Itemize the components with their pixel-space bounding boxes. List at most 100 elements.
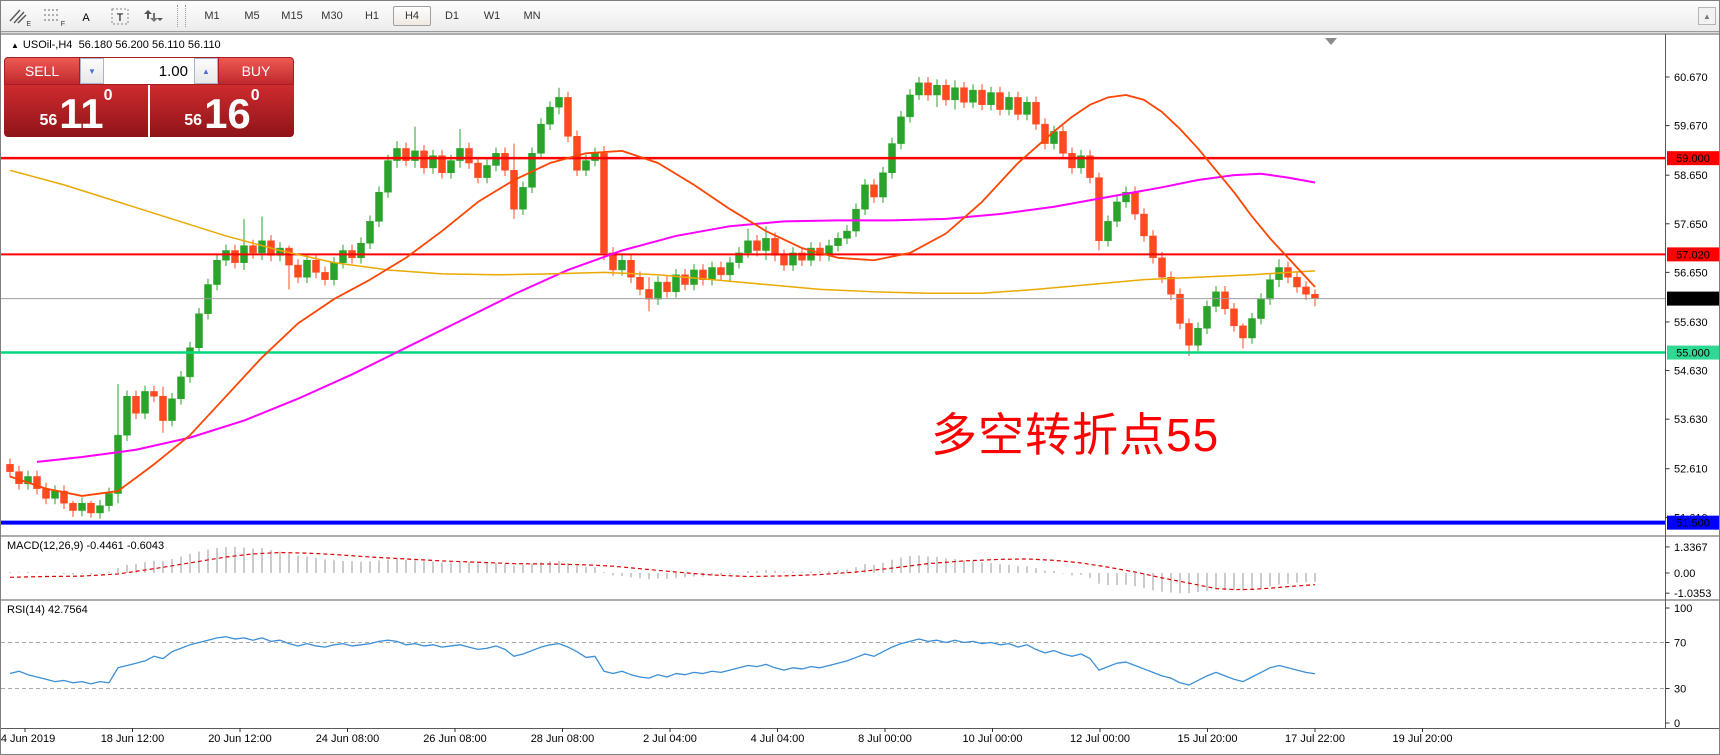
svg-text:28 Jun 08:00: 28 Jun 08:00 xyxy=(531,733,595,745)
scroll-up-button[interactable]: ▲ xyxy=(1698,7,1716,25)
candle xyxy=(1023,102,1031,115)
svg-text:52.610: 52.610 xyxy=(1674,464,1708,476)
candle xyxy=(195,313,203,348)
volume-input[interactable]: 1.00 xyxy=(158,62,188,80)
symbol-info-bar[interactable]: ▲ USOil-,H4 56.180 56.200 56.110 56.110 xyxy=(11,39,221,51)
candle xyxy=(843,230,851,239)
svg-text:55.000: 55.000 xyxy=(1676,348,1710,360)
rsi-panel[interactable]: 100 70 30 0 xyxy=(1,603,1692,730)
candle xyxy=(1302,286,1310,295)
candle xyxy=(564,97,572,137)
buy-button[interactable]: BUY xyxy=(218,57,294,85)
svg-text:30: 30 xyxy=(1674,684,1686,696)
candle xyxy=(1122,191,1130,203)
candle xyxy=(1257,298,1265,319)
time-axis[interactable]: 14 Jun 2019 18 Jun 12:00 20 Jun 12:00 24 Ju… xyxy=(1,728,1452,745)
candle xyxy=(1239,325,1247,339)
svg-text:0: 0 xyxy=(1674,718,1680,730)
candle xyxy=(906,94,914,118)
candle xyxy=(402,148,410,161)
candle xyxy=(1086,155,1094,178)
fibonacci-icon[interactable]: F xyxy=(44,9,65,28)
bid-price-panel[interactable]: 56 11 0 xyxy=(4,85,148,137)
candle xyxy=(1113,201,1121,222)
timeframe-m5-button[interactable]: M5 xyxy=(244,10,260,22)
candle xyxy=(645,289,653,300)
candle xyxy=(636,276,644,290)
candle xyxy=(1311,293,1319,299)
candle xyxy=(933,85,941,96)
timeframe-h4-button[interactable]: H4 xyxy=(393,6,431,26)
svg-text:57.020: 57.020 xyxy=(1676,249,1710,261)
ask-price-sup: 0 xyxy=(250,87,260,104)
candle xyxy=(879,172,887,198)
sell-button[interactable]: SELL xyxy=(4,57,80,85)
candle xyxy=(762,238,770,251)
candle xyxy=(744,240,752,254)
candle xyxy=(1140,213,1148,237)
rsi-line xyxy=(9,636,1316,686)
candle xyxy=(996,92,1004,110)
candle xyxy=(1104,221,1112,242)
svg-text:14 Jun 2019: 14 Jun 2019 xyxy=(1,733,55,745)
candle xyxy=(708,267,716,280)
macd-panel[interactable]: 1.3367 0.00 -1.0353 xyxy=(9,542,1711,600)
candle xyxy=(699,269,707,280)
timeframe-h1-button[interactable]: H1 xyxy=(364,10,380,22)
panel-borders xyxy=(1,31,1719,729)
timeframe-m1-button[interactable]: M1 xyxy=(204,10,220,22)
candle xyxy=(384,160,392,193)
candle xyxy=(717,267,725,276)
draw-channels-icon[interactable]: E xyxy=(3,3,33,29)
svg-text:18 Jun 12:00: 18 Jun 12:00 xyxy=(101,733,165,745)
candle xyxy=(1095,177,1103,242)
timeframe-m15-button[interactable]: M15 xyxy=(281,10,303,22)
toolbar-separator xyxy=(177,5,186,27)
horizontal-levels[interactable]: 59.000 57.020 56.110 55.000 51.500 xyxy=(1,151,1719,530)
ask-price-panel[interactable]: 56 16 0 xyxy=(150,85,294,137)
candle xyxy=(753,240,761,251)
candle xyxy=(1176,293,1184,324)
candle xyxy=(1221,291,1229,310)
timeframe-m30-button[interactable]: M30 xyxy=(321,10,343,22)
candle xyxy=(987,92,995,105)
svg-text:26 Jun 08:00: 26 Jun 08:00 xyxy=(423,733,487,745)
bid-price-prefix: 56 xyxy=(39,112,58,129)
timeframe-mn-button[interactable]: MN xyxy=(523,10,541,22)
candle xyxy=(573,136,581,171)
chart-shift-marker-icon[interactable] xyxy=(1325,38,1337,45)
candle xyxy=(1203,306,1211,329)
candle xyxy=(681,274,689,285)
text-box-icon[interactable]: T xyxy=(105,3,135,29)
candle xyxy=(168,398,176,421)
timeframe-w1-button[interactable]: W1 xyxy=(483,10,501,22)
candle xyxy=(213,259,221,285)
candle xyxy=(339,250,347,263)
svg-text:57.650: 57.650 xyxy=(1674,219,1708,231)
arrows-icon[interactable] xyxy=(139,3,169,29)
rsi-indicator-label: RSI(14) 42.7564 xyxy=(7,604,88,616)
candle xyxy=(483,165,491,178)
timeframe-group: M1 M5 M15 M30 H1 H4 D1 W1 MN xyxy=(192,6,552,26)
candle xyxy=(915,82,923,96)
candle xyxy=(618,259,626,271)
timeframe-d1-button[interactable]: D1 xyxy=(444,10,460,22)
text-label-icon[interactable]: A xyxy=(71,3,101,29)
moving-averages xyxy=(9,94,1316,497)
volume-decrease-button[interactable]: ▼ xyxy=(80,58,104,84)
candle xyxy=(861,184,869,210)
price-axis[interactable]: 60.670 59.670 58.650 57.650 56.650 55.630 54.6… xyxy=(1665,72,1708,524)
candle xyxy=(321,272,329,280)
svg-text:53.630: 53.630 xyxy=(1674,414,1708,426)
volume-increase-button[interactable]: ▲ xyxy=(194,58,218,84)
svg-text:56.110: 56.110 xyxy=(1677,294,1710,306)
one-click-trade-panel: SELL ▼ 1.00 ▲ BUY 56 11 0 56 16 0 xyxy=(4,57,294,137)
svg-text:0.00: 0.00 xyxy=(1674,568,1695,580)
candle xyxy=(1185,323,1193,346)
symbol-collapse-icon[interactable]: ▲ xyxy=(11,41,19,50)
candle xyxy=(726,262,734,276)
candle xyxy=(834,238,842,246)
